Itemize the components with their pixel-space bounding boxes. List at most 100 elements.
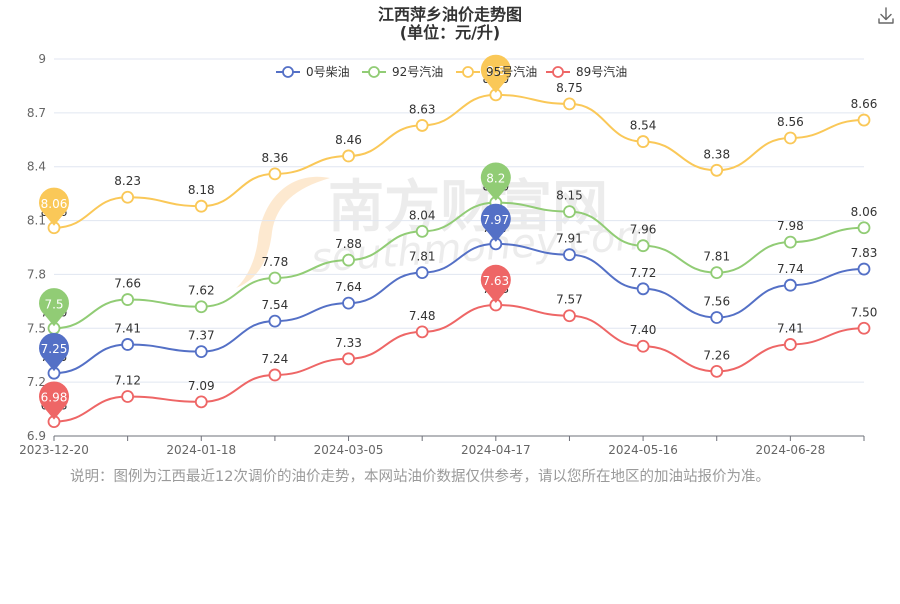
data-point [121,390,135,403]
legend-label: 95号汽油 [486,64,537,79]
x-tick-label: 2024-01-18 [166,443,236,457]
pin-label: 7.25 [41,342,68,356]
data-point [710,266,724,280]
pin-label: 6.98 [41,391,68,405]
max-pin [480,264,511,303]
data-point [268,314,282,328]
data-label: 8.23 [114,174,141,188]
min-pin [39,332,69,372]
data-label: 7.26 [703,348,730,362]
chart-title: 江西萍乡油价走势图 [378,5,522,24]
legend-label: 89号汽油 [576,64,627,79]
data-label: 7.88 [335,237,362,251]
pins-layer: 7.97 7.25 8.2 7.5 8.8 8.06 7.63 6.98 [39,54,511,420]
series-line [53,93,865,229]
min-pin [39,187,69,226]
data-label: 7.62 [188,284,215,298]
data-label: 7.41 [114,321,141,335]
x-tick-label: 2024-03-05 [314,443,384,457]
legend-item[interactable]: 95号汽油 [456,64,537,79]
data-point [857,262,871,276]
legend-marker [552,66,564,78]
y-tick-label: 8.1 [27,214,46,228]
legend-item[interactable]: 0号柴油 [276,65,350,79]
y-tick-label: 7.5 [27,321,46,335]
data-point [563,248,576,262]
data-point [194,199,208,213]
min-pin [39,288,69,327]
data-point [415,325,429,339]
data-point [710,311,724,324]
data-point [342,253,355,267]
data-point [194,300,208,314]
max-pin [480,203,511,242]
x-tick-label: 2023-12-20 [19,443,89,457]
data-label: 7.78 [262,255,289,269]
data-point [121,190,135,204]
data-label: 8.38 [703,147,730,161]
data-label: 8.06 [851,205,878,219]
data-point [415,119,429,132]
data-point [783,235,797,249]
y-tick-label: 7.8 [27,267,46,281]
data-point [415,266,429,280]
x-tick-label: 2024-06-28 [755,443,825,457]
data-label: 7.41 [777,321,804,335]
series-line [53,303,865,423]
y-tick-label: 7.2 [27,375,46,389]
pin-label: 8.8 [486,64,505,78]
data-point [563,97,576,111]
data-label: 7.96 [630,223,657,237]
legend[interactable]: 0号柴油 92号汽油 95号汽油 89号汽油 [276,64,627,79]
data-label: 7.64 [335,280,362,294]
data-point [268,271,282,285]
data-point [636,339,650,353]
data-label: 7.98 [777,219,804,233]
data-label: 8.63 [409,102,436,116]
data-label: 8.04 [409,208,436,222]
legend-item[interactable]: 89号汽油 [546,64,627,79]
legend-marker [462,66,474,78]
data-point [121,338,135,351]
data-label: 7.24 [262,352,289,366]
download-icon[interactable] [876,6,896,26]
data-point [415,224,429,238]
data-label: 8.66 [851,97,878,111]
pin-label: 8.06 [41,197,68,211]
data-label: 8.15 [556,189,583,203]
data-point [268,368,282,382]
y-tick-label: 9 [38,52,46,66]
chart-note: 说明：图例为江西最近12次调价的油价走势，本网站油价数据仅供参考，请以您所在地区… [70,469,770,485]
download-button[interactable] [876,6,896,26]
data-point [636,135,650,148]
axes: 6.9 7.2 7.5 7.8 8.1 8.4 8.7 9 2023-12-20 2024-01-… [19,52,865,457]
data-point [268,167,282,181]
data-point [121,293,135,306]
legend-label: 92号汽油 [392,64,443,79]
data-label: 7.12 [114,374,141,388]
data-point [857,113,871,127]
pin-label: 7.5 [44,297,63,311]
data-label: 8.46 [335,133,362,147]
data-point [710,364,724,378]
data-label: 7.37 [188,329,215,343]
data-label: 7.81 [409,250,436,264]
max-pin [480,162,511,201]
legend-item[interactable]: 92号汽油 [362,64,443,79]
legend-marker [368,66,380,78]
data-label: 8.56 [777,115,804,129]
data-point [194,345,208,359]
x-tick-label: 2024-04-17 [461,443,531,457]
y-tick-label: 8.7 [27,106,46,120]
data-label: 7.83 [851,246,878,260]
data-label: 7.72 [630,266,657,280]
data-label: 7.91 [556,232,583,246]
data-label: 7.50 [851,305,878,319]
data-label: 8.54 [630,119,657,133]
data-point [342,149,355,163]
data-label: 7.74 [777,262,804,276]
y-tick-label: 8.4 [27,160,46,174]
data-point [563,309,576,323]
